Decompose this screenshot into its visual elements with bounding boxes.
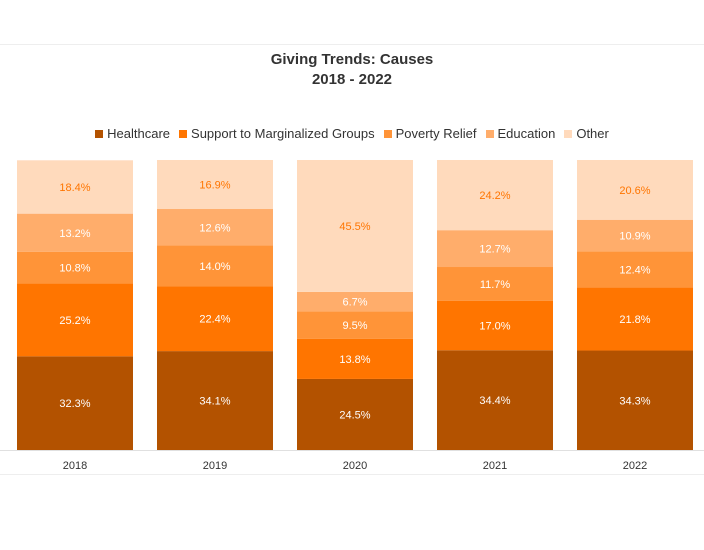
bar-segment [577, 160, 693, 220]
bar-segment [297, 338, 413, 379]
legend-item-support-to-marginalized-groups: Support to Marginalized Groups [179, 126, 375, 141]
bar-segment [437, 300, 553, 351]
data-label: 6.7% [342, 297, 367, 309]
bar-segment [17, 356, 133, 450]
data-label: 13.8% [339, 354, 370, 366]
data-label: 22.4% [199, 314, 230, 326]
data-label: 17.0% [479, 321, 510, 333]
top-divider [0, 44, 704, 45]
data-label: 10.8% [59, 263, 90, 275]
data-label: 45.5% [339, 221, 370, 233]
bar-segment [157, 209, 273, 246]
bar-group-2020: 24.5% 13.8% 9.5% 6.7% 45.5% [297, 160, 413, 450]
chart-subtitle: 2018 - 2022 [311, 71, 393, 88]
bar-segment [577, 350, 693, 450]
data-label: 21.8% [619, 314, 650, 326]
data-label: 9.5% [342, 320, 367, 332]
bar-group-2021: 34.4% 17.0% 11.7% 12.7% 24.2% [437, 160, 553, 450]
data-label: 18.4% [59, 182, 90, 194]
x-tick-label: 2022 [623, 460, 647, 472]
legend-label: Support to Marginalized Groups [191, 126, 375, 141]
bar-segment [297, 160, 413, 292]
data-label: 25.2% [59, 315, 90, 327]
bar-segment [17, 160, 133, 214]
bar-segment [437, 160, 553, 231]
data-label: 34.4% [479, 395, 510, 407]
data-label: 11.7% [480, 279, 511, 291]
bar-segment [17, 251, 133, 284]
bar-segment [437, 230, 553, 268]
bar-group-2022: 34.3% 21.8% 12.4% 10.9% 20.6% [577, 160, 693, 450]
bar-segment [297, 311, 413, 339]
legend-swatch [485, 129, 494, 138]
legend-label: Healthcare [107, 126, 171, 141]
chart-legend: Healthcare Support to Marginalized Groups… [0, 126, 704, 141]
legend-label: Poverty Relief [395, 126, 477, 141]
bar-segment [437, 267, 553, 301]
legend-item-poverty-relief: Poverty Relief [383, 126, 477, 141]
bar-group-2018: 32.3% 25.2% 10.8% 13.2% 18.4% [17, 160, 133, 450]
legend-swatch [179, 129, 188, 138]
data-label: 24.5% [339, 409, 370, 421]
legend-item-other: Other [564, 126, 609, 141]
data-label: 34.3% [619, 395, 650, 407]
data-label: 16.9% [199, 180, 230, 192]
data-label: 14.0% [199, 261, 230, 273]
bottom-divider [0, 474, 704, 475]
data-label: 20.6% [619, 185, 650, 197]
x-tick-label: 2018 [63, 460, 87, 472]
bar-segment [297, 378, 413, 450]
data-label: 34.1% [199, 396, 230, 408]
legend-label: Education [497, 126, 556, 141]
legend-swatch [383, 129, 392, 138]
data-label: 24.2% [479, 190, 510, 202]
x-tick-label: 2020 [343, 460, 367, 472]
bar-segment [577, 219, 693, 252]
legend-label: Other [576, 126, 609, 141]
bar-segment [437, 350, 553, 450]
x-tick-label: 2019 [203, 460, 227, 472]
legend-swatch [564, 129, 573, 138]
data-label: 12.6% [199, 222, 230, 234]
bar-segment [157, 286, 273, 352]
bar-segment [577, 287, 693, 351]
x-tick-label: 2021 [483, 460, 507, 472]
bar-segment [17, 213, 133, 252]
bar-segment [157, 351, 273, 450]
data-label: 13.2% [59, 228, 90, 240]
data-label: 10.9% [619, 231, 650, 243]
data-label: 12.4% [619, 264, 650, 276]
bar-segment [17, 283, 133, 357]
legend-item-healthcare: Healthcare [95, 126, 170, 141]
bar-segment [577, 251, 693, 288]
chart-title: Giving Trends: Causes [270, 51, 434, 68]
bar-segment [157, 245, 273, 287]
legend-item-education: Education [485, 126, 556, 141]
data-label: 32.3% [59, 398, 90, 410]
bar-segment [297, 291, 413, 312]
bar-segment [157, 160, 273, 210]
legend-swatch [95, 129, 104, 138]
bar-group-2019: 34.1% 22.4% 14.0% 12.6% 16.9% [157, 160, 273, 450]
data-label: 12.7% [479, 244, 510, 256]
